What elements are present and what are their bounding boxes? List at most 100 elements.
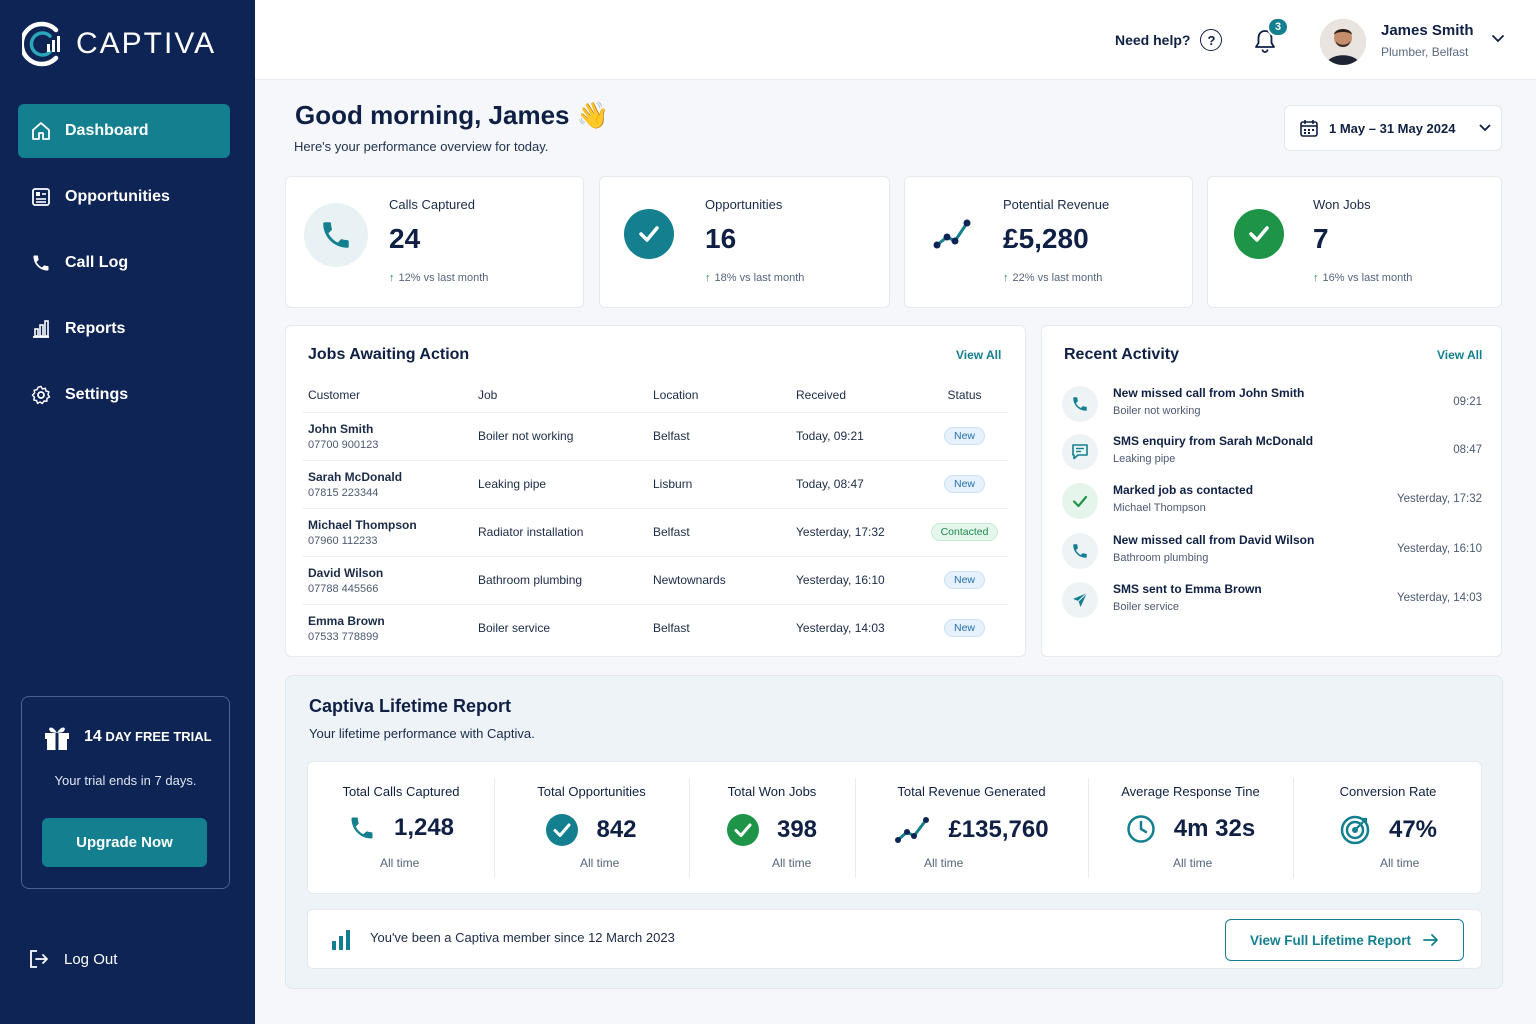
logout-button[interactable]: Log Out	[28, 948, 117, 970]
stat-card-revenue[interactable]: Potential Revenue £5,280 ↑ 22% vs last mo…	[904, 176, 1193, 308]
received-cell: Today, 09:21	[790, 412, 915, 461]
trial-days: 14	[84, 728, 102, 745]
help-label: Need help?	[1115, 32, 1191, 48]
upgrade-now-button[interactable]: Upgrade Now	[42, 818, 207, 867]
activity-title-text: New missed call from John Smith	[1113, 386, 1305, 400]
activity-item[interactable]: Marked job as contacted Michael Thompson…	[1062, 479, 1482, 525]
activity-item[interactable]: New missed call from John Smith Boiler n…	[1062, 382, 1482, 428]
avatar[interactable]	[1320, 19, 1366, 65]
stat-delta-text: 12% vs last month	[398, 272, 489, 284]
stat-value: £5,280	[1003, 223, 1089, 254]
activity-time: Yesterday, 17:32	[1396, 493, 1482, 505]
activity-item[interactable]: New missed call from David Wilson Bathro…	[1062, 529, 1482, 575]
wave-emoji: 👋	[576, 100, 610, 130]
column-header: Location	[647, 378, 790, 413]
check-circle-icon	[1234, 209, 1284, 259]
lifetime-stat-label: Total Calls Captured	[342, 784, 460, 799]
sidebar-item-label: Dashboard	[65, 122, 149, 139]
trend-icon	[927, 209, 977, 259]
lifetime-stats: Total Calls Captured 1,248 All time Tota…	[307, 761, 1482, 894]
phone-icon	[1062, 386, 1098, 422]
lifetime-stat-won-jobs: Total Won Jobs 398 All time	[689, 762, 855, 895]
page-subtitle: Here's your performance overview for tod…	[294, 139, 549, 154]
lifetime-stat-label: Total Opportunities	[537, 784, 646, 799]
job-cell: Bathroom plumbing	[472, 556, 647, 605]
arrow-right-icon	[1423, 934, 1438, 946]
stat-card-opportunities[interactable]: Opportunities 16 ↑ 18% vs last month	[599, 176, 890, 308]
customer-phone: 07815 223344	[308, 486, 379, 499]
logo[interactable]: CAPTIVA	[22, 20, 216, 68]
sidebar-item-reports[interactable]: Reports	[18, 302, 230, 356]
check-icon	[1062, 483, 1098, 519]
sidebar-item-dashboard[interactable]: Dashboard	[18, 104, 230, 158]
stat-card-won-jobs[interactable]: Won Jobs 7 ↑ 16% vs last month	[1207, 176, 1502, 308]
phone-icon	[31, 253, 51, 273]
sidebar: CAPTIVA Dashboard Opportunities Call Log…	[0, 0, 255, 1024]
status-badge: New	[943, 475, 985, 493]
view-full-report-label: View Full Lifetime Report	[1249, 932, 1412, 948]
sidebar-item-call-log[interactable]: Call Log	[18, 236, 230, 290]
table-row[interactable]: John Smith 07700 900123 Boiler not workin…	[302, 412, 1008, 461]
activity-time: 08:47	[1453, 444, 1482, 456]
table-row[interactable]: Sarah McDonald 07815 223344 Leaking pipe …	[302, 460, 1008, 509]
customer-name: David Wilson	[308, 565, 384, 580]
table-row[interactable]: Michael Thompson 07960 112233 Radiator in…	[302, 508, 1008, 557]
bar-chart-icon	[332, 930, 350, 950]
sidebar-item-settings[interactable]: Settings	[18, 368, 230, 422]
customer-phone: 07788 445566	[308, 582, 379, 595]
stat-label: Potential Revenue	[1003, 197, 1110, 212]
activity-time: 09:21	[1453, 396, 1482, 408]
lifetime-stat-value: 1,248	[393, 814, 455, 841]
activity-view-all-link[interactable]: View All	[1437, 348, 1483, 362]
stat-card-calls[interactable]: Calls Captured 24 ↑ 12% vs last month	[285, 176, 584, 308]
view-full-report-button[interactable]: View Full Lifetime Report	[1225, 919, 1464, 961]
received-cell: Yesterday, 17:32	[790, 508, 915, 557]
stat-value: 24	[389, 223, 421, 254]
jobs-table: Customer Job Location Received Status Jo…	[302, 378, 1008, 652]
lifetime-stat-revenue: Total Revenue Generated £135,760 All tim…	[855, 762, 1088, 895]
divider	[855, 778, 856, 878]
table-row[interactable]: David Wilson 07788 445566 Bathroom plumbi…	[302, 556, 1008, 605]
lifetime-stat-sub: All time	[1173, 856, 1213, 870]
date-range-picker[interactable]: 1 May – 31 May 2024	[1284, 105, 1502, 151]
stat-delta: ↑ 18% vs last month	[705, 272, 804, 284]
arrow-up-icon: ↑	[389, 272, 395, 284]
arrow-up-icon: ↑	[1003, 272, 1009, 284]
activity-title-text: New missed call from David Wilson	[1113, 533, 1315, 547]
arrow-up-icon: ↑	[705, 272, 711, 284]
target-icon	[1340, 815, 1370, 845]
status-badge: New	[943, 571, 985, 589]
activity-item[interactable]: SMS enquiry from Sarah McDonald Leaking …	[1062, 430, 1482, 476]
received-cell: Yesterday, 16:10	[790, 556, 915, 605]
table-row[interactable]: Emma Brown 07533 778899 Boiler service Be…	[302, 604, 1008, 652]
divider	[689, 778, 690, 878]
help-link[interactable]: Need help? ?	[1115, 29, 1223, 51]
user-info[interactable]: James Smith Plumber, Belfast	[1381, 22, 1474, 59]
stat-label: Won Jobs	[1313, 197, 1371, 212]
lifetime-stat-sub: All time	[1380, 856, 1420, 870]
trial-subtitle: Your trial ends in 7 days.	[54, 773, 197, 788]
divider	[1293, 778, 1294, 878]
lifetime-stat-sub: All time	[924, 856, 964, 870]
activity-item[interactable]: SMS sent to Emma Brown Boiler service Ye…	[1062, 578, 1482, 624]
trial-title: DAY FREE TRIAL	[105, 729, 212, 744]
job-cell: Boiler not working	[472, 412, 647, 461]
chevron-down-icon	[1480, 124, 1491, 132]
jobs-panel: Jobs Awaiting Action View All Customer J…	[285, 325, 1026, 657]
lifetime-stat-label: Total Won Jobs	[727, 784, 817, 799]
gift-icon	[45, 727, 69, 750]
lifetime-stat-value: 842	[596, 816, 637, 843]
question-icon: ?	[1200, 29, 1223, 51]
lifetime-title: Captiva Lifetime Report	[309, 696, 512, 716]
activity-subtitle: Leaking pipe	[1113, 453, 1176, 465]
lifetime-stat-sub: All time	[772, 856, 812, 870]
sidebar-item-opportunities[interactable]: Opportunities	[18, 170, 230, 224]
top-bar: Need help? ? 3 James Smith Plumber, Belf…	[255, 0, 1536, 80]
column-header: Received	[790, 378, 915, 413]
chevron-down-icon[interactable]	[1491, 34, 1505, 44]
phone-icon	[1062, 533, 1098, 569]
jobs-view-all-link[interactable]: View All	[956, 348, 1002, 362]
activity-subtitle: Bathroom plumbing	[1113, 552, 1209, 564]
brand-name: CAPTIVA	[76, 27, 217, 60]
sidebar-item-label: Reports	[65, 320, 126, 337]
